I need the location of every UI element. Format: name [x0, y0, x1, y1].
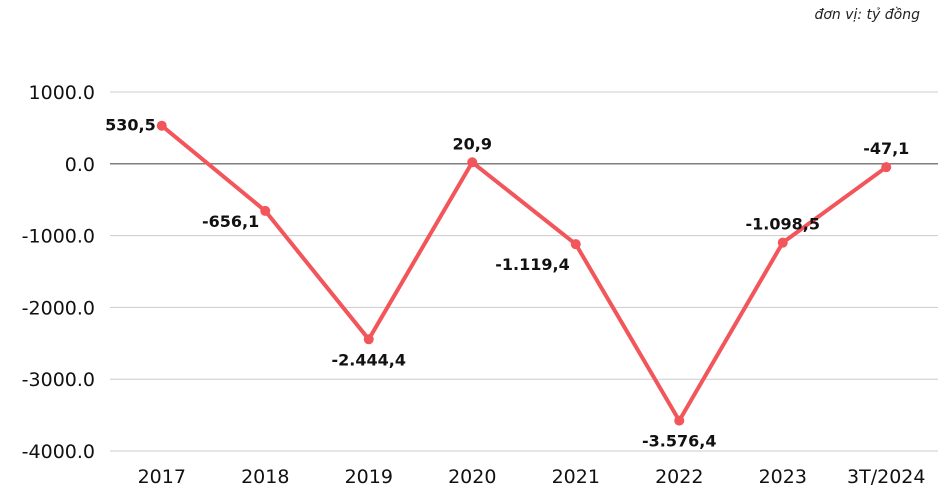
data-label: -3.576,4	[642, 432, 716, 451]
data-label: -47,1	[863, 139, 909, 158]
x-tick-label: 2020	[448, 466, 496, 488]
data-label: -656,1	[202, 212, 259, 231]
data-label: -1.119,4	[495, 255, 569, 274]
data-point	[881, 162, 892, 173]
data-label: -1.098,5	[746, 215, 820, 234]
data-point	[674, 415, 685, 426]
y-axis-ticks: 1000.0 0.0 -1000.0 -2000.0 -3000.0 -4000.0	[22, 82, 95, 463]
y-tick-label: -4000.0	[22, 441, 95, 463]
x-tick-label: 2022	[655, 466, 703, 488]
series-line	[156, 120, 892, 426]
x-axis-ticks: 2017 2018 2019 2020 2021 2022 2023 3T/2024	[138, 466, 926, 488]
x-tick-label: 2023	[759, 466, 807, 488]
data-point	[363, 334, 374, 345]
y-tick-label: 1000.0	[29, 82, 95, 104]
data-label: 20,9	[453, 134, 492, 153]
unit-note: đơn vị: tỷ đồng	[814, 7, 920, 23]
data-label: -2.444,4	[332, 350, 406, 369]
data-label: 530,5	[105, 116, 156, 135]
y-tick-label: -1000.0	[22, 226, 95, 248]
y-tick-label: -2000.0	[22, 297, 95, 319]
gridlines	[110, 91, 938, 452]
x-tick-label: 2018	[241, 466, 289, 488]
data-labels: 530,5 -656,1 -2.444,4 20,9 -1.119,4 -3.576,4 -…	[105, 116, 909, 451]
x-tick-label: 2019	[345, 466, 393, 488]
x-tick-label: 2017	[138, 466, 186, 488]
data-point	[260, 205, 271, 216]
x-tick-label: 3T/2024	[847, 466, 925, 488]
x-tick-label: 2021	[552, 466, 600, 488]
data-point	[570, 239, 581, 250]
y-tick-label: -3000.0	[22, 369, 95, 391]
data-point	[156, 120, 167, 131]
data-point	[467, 157, 478, 168]
series-polyline	[159, 123, 889, 423]
y-tick-label: 0.0	[65, 154, 95, 176]
data-point	[777, 237, 788, 248]
